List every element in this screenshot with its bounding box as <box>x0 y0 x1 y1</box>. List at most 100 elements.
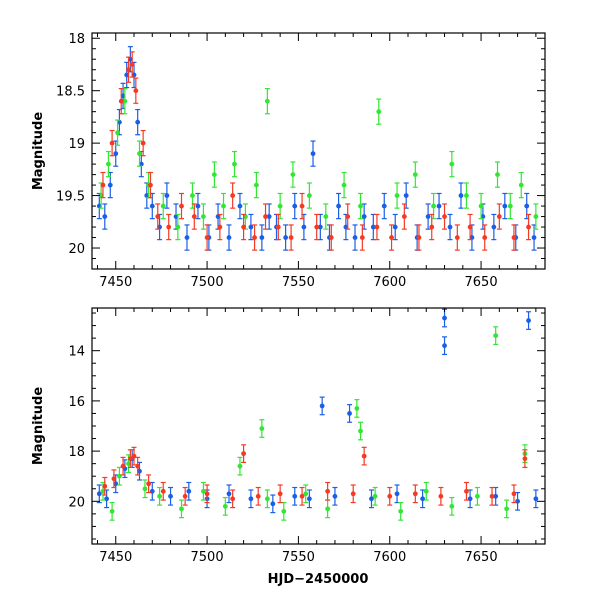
data-point <box>116 119 122 125</box>
data-point <box>325 488 331 494</box>
data-point <box>429 224 435 230</box>
data-point <box>264 98 270 104</box>
data-point <box>138 161 144 167</box>
data-point <box>361 453 367 459</box>
bottom-panel-marks <box>96 308 539 521</box>
x-tick-label: 7550 <box>282 275 315 290</box>
y-tick-label: 19 <box>68 137 85 152</box>
x-tick-label: 7600 <box>373 275 406 290</box>
data-point <box>217 224 223 230</box>
data-point <box>184 235 190 240</box>
data-point <box>358 428 363 434</box>
top-panel: 7450 7500 7550 7600 7650 18 18.5 19 19.5 20 Magni… <box>31 32 546 290</box>
data-point <box>107 182 113 188</box>
data-point <box>102 214 108 219</box>
data-point <box>347 411 352 416</box>
data-point <box>115 130 120 136</box>
data-point <box>332 493 338 499</box>
data-point <box>179 203 184 209</box>
data-point <box>126 461 131 467</box>
data-point <box>157 493 162 499</box>
data-point <box>358 203 363 209</box>
data-point <box>283 235 289 240</box>
y-tick-label: 18 <box>68 32 85 47</box>
data-point <box>96 491 102 497</box>
data-point <box>480 214 486 219</box>
data-point <box>370 224 376 230</box>
top-panel-marks <box>96 46 539 251</box>
top-panel-frame <box>91 32 546 270</box>
x-tick-label: 7650 <box>465 275 498 290</box>
data-point <box>345 214 351 219</box>
data-point <box>518 182 524 188</box>
data-point <box>288 235 294 240</box>
data-point <box>394 193 400 198</box>
data-point <box>425 214 431 219</box>
data-point <box>526 318 531 323</box>
data-point <box>190 193 195 198</box>
data-point <box>442 315 447 321</box>
data-point <box>372 493 378 499</box>
data-point <box>533 214 539 219</box>
data-point <box>507 203 513 209</box>
data-point <box>135 119 141 125</box>
data-point <box>317 224 323 230</box>
data-point <box>221 203 226 209</box>
data-point <box>179 506 184 512</box>
data-point <box>389 235 394 240</box>
data-point <box>175 224 181 230</box>
series-red <box>102 444 528 509</box>
series-blue <box>96 308 539 514</box>
data-point <box>436 203 442 209</box>
series-red <box>100 51 532 251</box>
data-point <box>442 343 447 349</box>
data-point <box>96 203 102 209</box>
data-point <box>292 493 298 499</box>
data-point <box>306 193 312 198</box>
data-point <box>454 235 460 240</box>
data-point <box>133 88 139 94</box>
data-point <box>146 481 152 487</box>
data-point <box>259 426 265 431</box>
data-point <box>531 235 537 240</box>
data-point <box>423 488 429 494</box>
data-point <box>277 203 283 209</box>
data-point <box>137 468 142 474</box>
data-point <box>401 214 407 219</box>
data-point <box>144 193 150 198</box>
data-point <box>259 235 265 240</box>
data-point <box>416 235 422 240</box>
data-point <box>319 403 325 409</box>
data-point <box>467 224 473 230</box>
y-tick-label: 20 <box>68 242 85 257</box>
data-point <box>248 224 254 230</box>
series-green <box>100 326 528 521</box>
y-tick-label: 20 <box>68 495 85 510</box>
data-point <box>374 224 380 230</box>
data-point <box>142 486 148 492</box>
data-point <box>290 172 296 178</box>
data-point <box>253 182 259 188</box>
data-point <box>264 496 270 502</box>
data-point <box>100 182 106 188</box>
data-point <box>226 491 232 497</box>
data-point <box>160 488 166 494</box>
data-point <box>522 456 528 462</box>
data-point <box>504 506 510 512</box>
data-point <box>127 56 133 62</box>
data-point <box>381 203 387 209</box>
data-point <box>449 503 455 509</box>
y-tick-label: 19.5 <box>56 190 85 205</box>
data-point <box>533 496 539 502</box>
data-point <box>458 193 464 198</box>
x-tick-label: 7500 <box>191 550 224 565</box>
data-point <box>263 214 268 219</box>
data-point <box>336 203 341 209</box>
data-point <box>376 109 382 115</box>
x-tick-label: 7500 <box>191 275 224 290</box>
data-point <box>343 224 349 230</box>
data-point <box>464 488 469 494</box>
data-point <box>475 493 480 499</box>
x-tick-label: 7550 <box>282 550 315 565</box>
data-point <box>166 224 172 230</box>
